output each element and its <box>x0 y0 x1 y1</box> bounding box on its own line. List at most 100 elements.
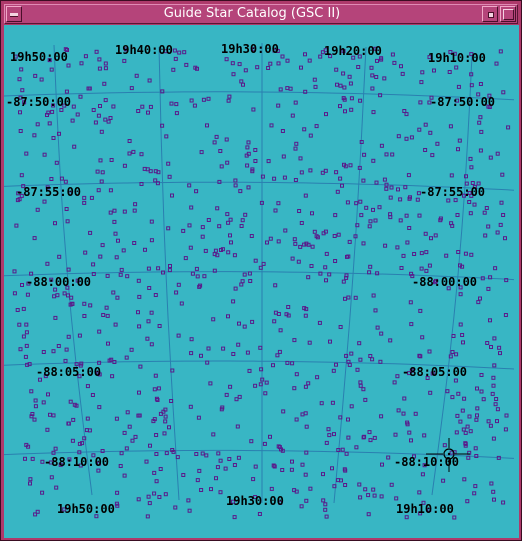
star-marker <box>118 272 123 277</box>
title-bar[interactable]: Guide Star Catalog (GSC II) <box>4 4 518 24</box>
star-marker <box>491 489 496 494</box>
star-marker <box>108 210 113 215</box>
star-marker <box>303 313 308 318</box>
star-marker <box>486 286 491 291</box>
star-marker <box>335 189 340 194</box>
star-marker <box>341 71 346 76</box>
star-marker <box>149 310 154 315</box>
minimize-button[interactable] <box>482 6 498 22</box>
star-marker <box>103 117 108 122</box>
star-marker <box>341 96 346 101</box>
star-marker <box>227 94 232 99</box>
star-marker <box>162 431 167 436</box>
star-marker <box>427 100 432 105</box>
star-marker <box>446 286 451 291</box>
star-marker <box>327 272 332 277</box>
maximize-button[interactable] <box>500 6 516 22</box>
star-marker <box>345 200 350 205</box>
star-marker <box>359 140 364 144</box>
star-marker <box>17 322 22 327</box>
star-marker <box>310 244 315 249</box>
star-marker <box>55 293 60 298</box>
star-marker <box>67 457 72 462</box>
star-marker <box>240 279 245 284</box>
star-marker <box>382 177 387 182</box>
star-marker <box>449 173 454 178</box>
star-marker <box>35 207 40 212</box>
star-marker <box>54 160 59 165</box>
star-marker <box>21 184 26 189</box>
star-marker <box>308 133 313 138</box>
star-marker <box>241 82 245 87</box>
star-marker <box>112 208 117 213</box>
star-marker <box>340 447 345 452</box>
star-marker <box>491 383 496 388</box>
star-marker <box>463 441 468 446</box>
star-marker <box>215 465 220 470</box>
star-marker <box>212 140 217 145</box>
star-marker <box>457 138 462 143</box>
star-marker <box>245 145 250 150</box>
star-marker <box>494 61 499 66</box>
star-marker <box>188 245 193 250</box>
star-marker <box>137 294 142 299</box>
star-marker <box>164 134 169 139</box>
crosshair-circle-icon[interactable] <box>426 438 470 472</box>
star-marker <box>29 271 34 276</box>
star-marker <box>66 267 71 272</box>
sky-plot[interactable]: 19h50:00 19h40:00 19h30:00 19h20:00 19h1… <box>4 25 519 538</box>
star-marker <box>429 236 433 241</box>
star-marker <box>155 181 160 186</box>
star-marker <box>174 111 179 116</box>
star-marker <box>280 129 285 133</box>
star-marker <box>154 433 159 437</box>
star-marker <box>200 225 205 230</box>
window-menu-button[interactable] <box>6 6 22 22</box>
star-marker <box>373 218 378 223</box>
star-marker <box>308 168 313 173</box>
star-marker <box>137 324 142 329</box>
star-marker <box>238 189 243 194</box>
star-marker <box>216 451 221 456</box>
star-marker <box>103 98 108 103</box>
star-marker <box>173 56 178 61</box>
star-marker <box>370 86 375 91</box>
star-marker <box>153 373 158 378</box>
star-marker <box>280 468 285 472</box>
star-marker <box>423 231 428 236</box>
star-marker <box>29 389 34 394</box>
star-marker <box>405 420 410 425</box>
star-marker <box>215 206 220 211</box>
star-marker <box>456 391 461 396</box>
star-marker <box>328 54 333 59</box>
star-marker <box>65 219 70 224</box>
dec-label-right: -88:05:00 <box>402 365 467 379</box>
star-marker <box>332 484 337 489</box>
star-marker <box>478 148 483 153</box>
star-marker <box>74 362 79 367</box>
star-marker <box>30 456 35 461</box>
star-marker <box>45 261 50 266</box>
star-marker <box>49 177 54 181</box>
star-marker <box>276 103 281 108</box>
star-marker <box>184 62 189 67</box>
star-marker <box>290 113 295 118</box>
star-marker <box>197 468 202 473</box>
star-marker <box>149 219 154 224</box>
sky-plot-canvas[interactable]: 19h50:00 19h40:00 19h30:00 19h20:00 19h1… <box>4 25 519 538</box>
star-marker <box>124 355 129 360</box>
star-marker <box>276 239 281 244</box>
star-marker <box>343 296 347 301</box>
star-marker <box>236 455 241 460</box>
star-marker <box>338 325 343 329</box>
star-marker <box>379 414 384 419</box>
star-marker <box>423 122 428 127</box>
star-marker <box>468 211 473 216</box>
star-marker <box>68 399 73 404</box>
star-marker <box>152 387 157 392</box>
star-marker <box>48 460 53 465</box>
star-marker <box>113 231 118 236</box>
star-marker <box>331 368 336 373</box>
star-marker <box>23 354 28 359</box>
